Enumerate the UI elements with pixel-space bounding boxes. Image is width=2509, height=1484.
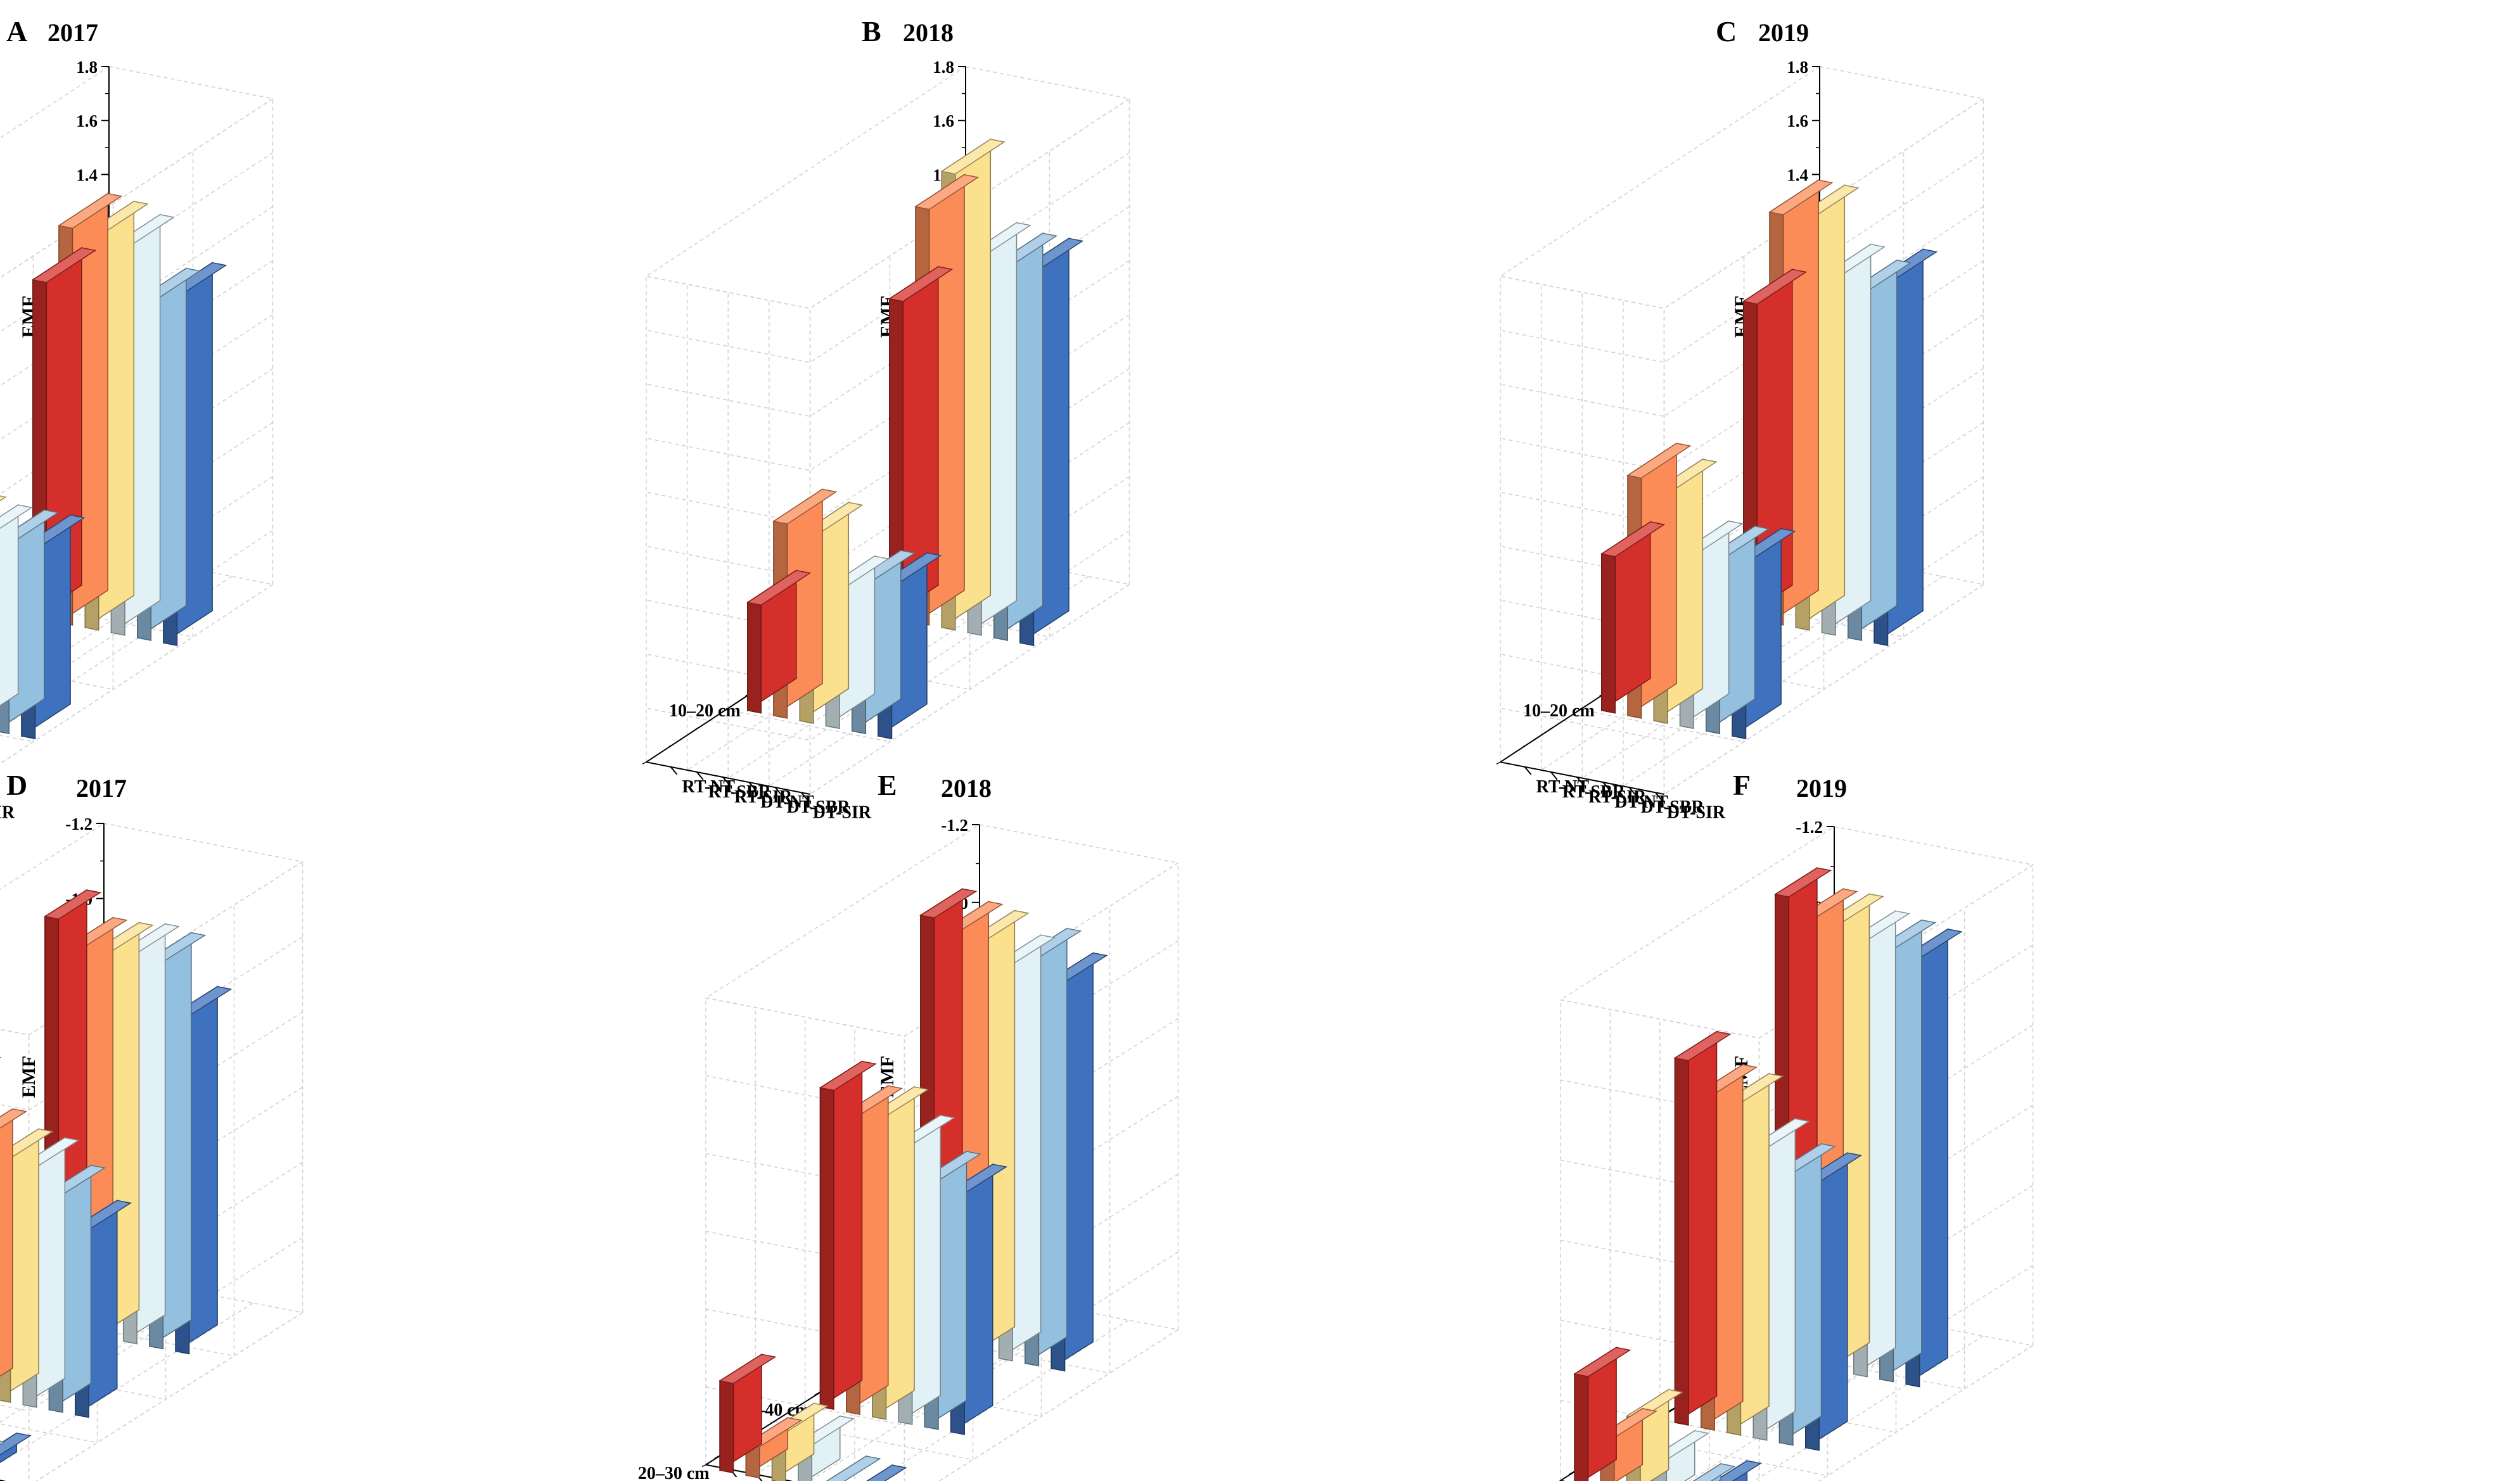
minor-tick [642, 762, 646, 764]
tick-label: -1.2 [65, 815, 93, 834]
bars [1574, 868, 1962, 1481]
panel-letter: A [6, 15, 27, 48]
tick-label: -1.2 [941, 816, 968, 835]
bar-side-face [748, 602, 762, 713]
category-label: 20–30 cm [638, 1464, 710, 1481]
panel-title: 2018 [941, 774, 992, 802]
y-axis-label: EMF [18, 1056, 39, 1098]
panel-f: F20190.0-0.2-0.4-0.6-0.8-1.0-1.2EMF40–50… [1493, 769, 2033, 1481]
panel-letter: D [6, 769, 27, 801]
bars [720, 889, 1107, 1481]
tick-label: 1.4 [76, 165, 98, 184]
panel-b: B20180.00.20.40.60.81.01.21.41.61.8EMF0–… [642, 15, 1130, 822]
series-label: DT-SIR [0, 802, 15, 822]
tick-label: 1.4 [1787, 165, 1808, 184]
panel-e: E20180.0-0.2-0.4-0.6-0.8-1.0-1.2EMF40–50… [638, 769, 1178, 1481]
tick-label: 1.6 [933, 111, 954, 130]
bars [748, 139, 1083, 739]
panel-d: D20170.0-0.2-0.4-0.6-0.8-1.0-1.2EMF40–50… [0, 769, 303, 1481]
bar-side-face [720, 1381, 733, 1473]
tick-label: 1.6 [76, 111, 98, 130]
panel-a: A20170.00.20.40.60.81.01.21.41.61.8EMF0–… [0, 15, 273, 822]
bar-front-face [0, 1109, 13, 1395]
panel-c: C20190.00.20.40.60.81.01.21.41.61.8EMF0–… [1497, 15, 1984, 822]
category-label: 10–20 cm [1523, 701, 1595, 721]
bars [0, 890, 231, 1481]
bar-front-face [0, 505, 18, 726]
category-label: 10–20 cm [669, 701, 741, 721]
panel-letter: B [862, 15, 881, 48]
panel-title: 2019 [1796, 774, 1847, 802]
tick-label: 1.8 [1787, 58, 1808, 77]
bars [1602, 180, 1937, 739]
series-label: DT-SIR [1667, 802, 1726, 822]
panel-letter: F [1733, 769, 1751, 801]
bar-2-5 [0, 1433, 30, 1481]
tick-label: 1.8 [933, 58, 954, 77]
minor-tick [1497, 762, 1500, 764]
bar-side-face [1675, 1058, 1689, 1425]
panel-title: 2017 [76, 774, 127, 802]
bar-side-face [1602, 554, 1616, 713]
panel-title: 2017 [48, 18, 98, 47]
panel-letter: C [1716, 15, 1737, 48]
bar-side-face [820, 1088, 834, 1409]
bars [0, 194, 226, 739]
tick-label: 1.8 [76, 58, 98, 77]
bar-side-face [1574, 1374, 1588, 1481]
panel-letter: E [878, 769, 897, 801]
tick-label: -1.2 [1796, 818, 1823, 837]
series-label: DT-SIR [813, 802, 872, 822]
tick-label: 1.6 [1787, 111, 1808, 130]
panel-title: 2018 [903, 18, 954, 47]
panel-title: 2019 [1758, 18, 1809, 47]
